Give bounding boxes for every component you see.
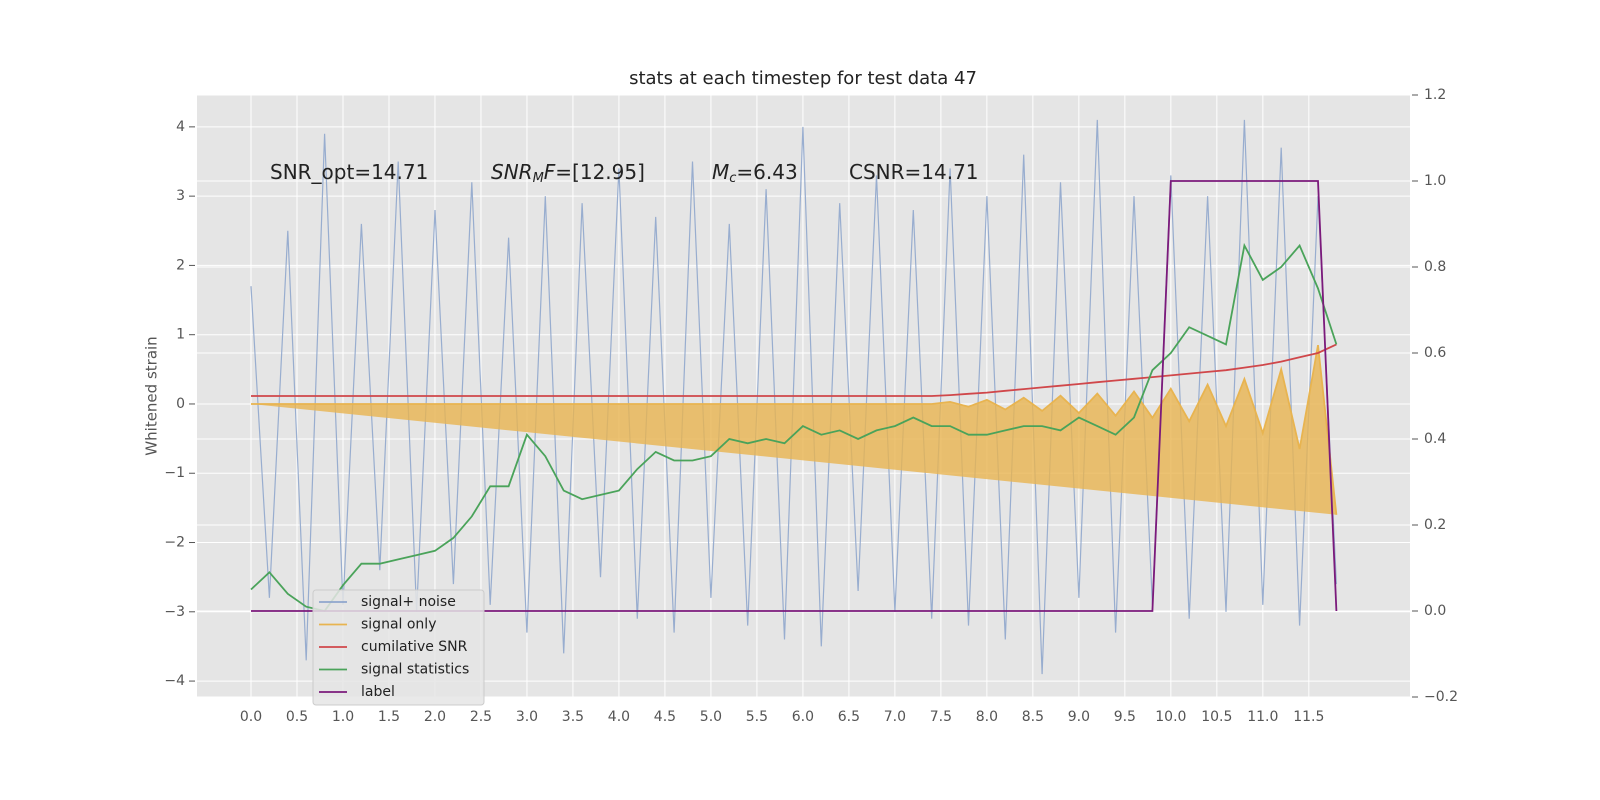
- x-tick-label: 10.0: [1155, 709, 1186, 725]
- x-tick-label: 9.5: [1114, 709, 1136, 725]
- y-tick-label: −2: [164, 535, 185, 551]
- x-tick-label: 8.5: [1022, 709, 1044, 725]
- y-tick-label: 4: [176, 119, 185, 135]
- x-tick-label: 10.5: [1201, 709, 1232, 725]
- x-tick-label: 9.0: [1068, 709, 1090, 725]
- y2-tick-label: 1.0: [1424, 173, 1446, 189]
- x-tick-label: 1.0: [332, 709, 354, 725]
- annotation-rest: =6.43: [736, 160, 797, 184]
- annotation-sub: M: [533, 171, 544, 186]
- annotation-rest: =[12.95]: [555, 160, 645, 184]
- legend-label: signal only: [361, 617, 436, 633]
- x-tick-label: 0.0: [240, 709, 262, 725]
- x-tick-label: 5.0: [700, 709, 722, 725]
- annotation-base: CSNR=14.71: [849, 160, 979, 184]
- y2-tick-label: 1.2: [1424, 87, 1446, 103]
- x-tick-label: 2.5: [470, 709, 492, 725]
- y-tick-label: −3: [164, 604, 185, 620]
- annotation-sub: c: [729, 171, 736, 186]
- legend-box: [312, 589, 485, 706]
- y-axis-label: Whitened strain: [143, 336, 161, 455]
- annotation: SNRMF=[12.95]: [491, 160, 645, 186]
- series-line: [250, 242, 1338, 613]
- y-tick-label: 2: [176, 257, 185, 273]
- x-tick-label: 2.0: [424, 709, 446, 725]
- y-tick-label: 1: [176, 327, 185, 343]
- x-tick-label: 7.5: [930, 709, 952, 725]
- x-tick-label: 5.5: [746, 709, 768, 725]
- annotation-base: SNR_opt=14.71: [270, 160, 428, 184]
- y2-tick-label: 0.6: [1424, 345, 1446, 361]
- annotation-tail: F: [544, 160, 556, 184]
- x-tick-label: 0.5: [286, 709, 308, 725]
- y-tick-label: 3: [176, 188, 185, 204]
- series-line: [251, 344, 1338, 515]
- x-tick-label: 6.5: [838, 709, 860, 725]
- chart-title: stats at each timestep for test data 47: [629, 68, 977, 89]
- x-tick-label: 11.0: [1247, 709, 1278, 725]
- y-tick-label: 0: [176, 396, 185, 412]
- x-tick-label: 7.0: [884, 709, 906, 725]
- y2-tick-label: 0.0: [1424, 603, 1446, 619]
- y-tick-label: −1: [164, 465, 185, 481]
- y2-tick-label: 0.4: [1424, 431, 1446, 447]
- annotation-base: SNR: [491, 160, 533, 184]
- y2-tick-label: −0.2: [1424, 689, 1458, 705]
- x-tick-label: 4.0: [608, 709, 630, 725]
- legend-label: label: [361, 684, 395, 700]
- annotation: CSNR=14.71: [849, 160, 979, 184]
- annotation: Mc=6.43: [712, 160, 798, 186]
- y-tick-label: −4: [164, 673, 185, 689]
- x-tick-label: 3.0: [516, 709, 538, 725]
- annotation: SNR_opt=14.71: [270, 160, 428, 184]
- legend-label: signal+ noise: [361, 594, 456, 610]
- y2-tick-label: 0.8: [1424, 259, 1446, 275]
- y2-tick-label: 0.2: [1424, 517, 1446, 533]
- x-tick-label: 4.5: [654, 709, 676, 725]
- series-line: [251, 343, 1337, 397]
- legend-label: cumilative SNR: [361, 639, 468, 655]
- x-tick-label: 1.5: [378, 709, 400, 725]
- x-tick-label: 11.5: [1293, 709, 1324, 725]
- x-tick-label: 8.0: [976, 709, 998, 725]
- x-tick-label: 3.5: [562, 709, 584, 725]
- legend-label: signal statistics: [361, 662, 469, 678]
- x-tick-label: 6.0: [792, 709, 814, 725]
- annotation-base: M: [712, 160, 729, 184]
